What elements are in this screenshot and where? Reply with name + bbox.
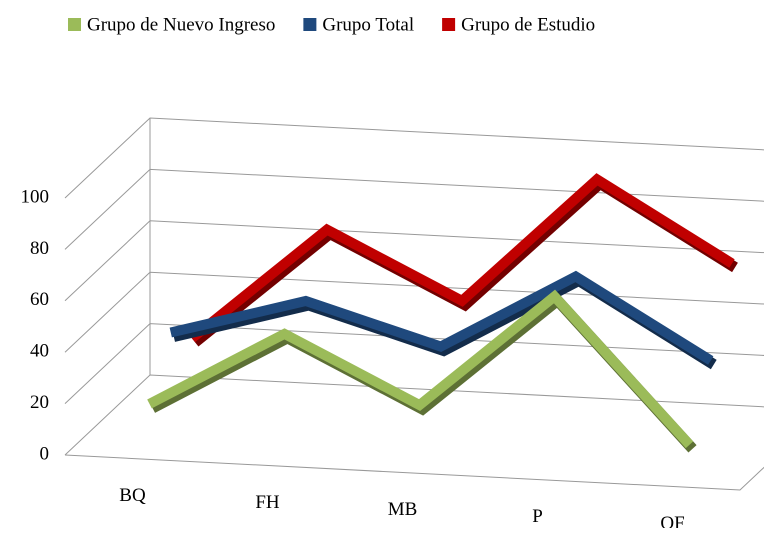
series-line	[147, 289, 694, 449]
y-tick-label: 0	[40, 443, 50, 464]
y-tick-label: 40	[30, 341, 49, 362]
x-tick-label: BQ	[119, 485, 146, 506]
grid-line	[64, 168, 764, 250]
y-tick-label: 80	[30, 238, 49, 259]
series-line	[188, 173, 735, 343]
legend-label: Grupo de Nuevo Ingreso	[87, 14, 275, 35]
legend-swatch	[442, 18, 456, 31]
x-tick-label: MB	[388, 499, 418, 520]
grid-line	[64, 220, 764, 302]
legend-label: Grupo Total	[322, 14, 414, 35]
legend-swatch	[303, 18, 317, 31]
y-tick-label: 100	[21, 186, 50, 207]
x-tick-label: FH	[255, 492, 280, 513]
series-shadow	[191, 176, 738, 347]
grid-line	[64, 117, 764, 199]
series-line	[169, 270, 714, 365]
y-tick-label: 20	[30, 392, 49, 413]
y-tick-label: 60	[30, 289, 49, 310]
floor-edge	[64, 454, 764, 491]
x-tick-label: P	[532, 506, 543, 527]
x-tick-label: OF	[660, 513, 684, 528]
legend-swatch	[68, 18, 81, 31]
legend-label: Grupo de Estudio	[461, 14, 595, 35]
